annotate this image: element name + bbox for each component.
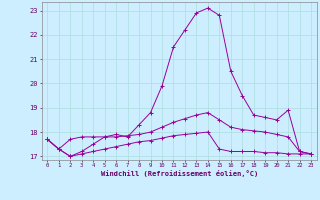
X-axis label: Windchill (Refroidissement éolien,°C): Windchill (Refroidissement éolien,°C) xyxy=(100,170,258,177)
